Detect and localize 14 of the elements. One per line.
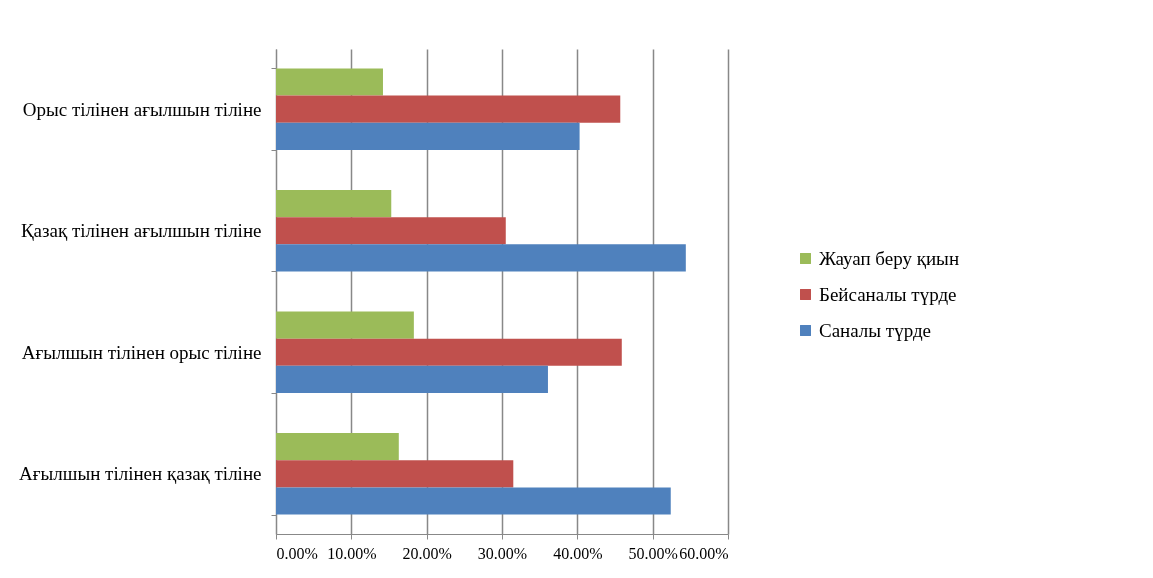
x-tick-label: 30.00% bbox=[477, 544, 528, 562]
y-tick-label: Орыс тілінен ағылшын тіліне bbox=[22, 98, 262, 120]
x-tick-label: 60.00% bbox=[679, 544, 729, 562]
x-tick-label: 20.00% bbox=[402, 544, 452, 562]
y-tick-label: Қазақ тілінен ағылшын тіліне bbox=[20, 220, 262, 242]
y-tick-label: Ағылшын тілінен қазақ тіліне bbox=[19, 463, 262, 485]
y-tick-label: Ағылшын тілінен орыс тіліне bbox=[21, 341, 262, 363]
legend-label: Жауап беру қиын bbox=[819, 247, 960, 269]
x-tick-label: 10.00% bbox=[327, 544, 377, 562]
x-tick-label: 40.00% bbox=[553, 544, 603, 562]
legend-label: Бейсаналы түрде bbox=[819, 283, 957, 305]
x-tick-label: 0.00% bbox=[276, 544, 318, 562]
legend-label: Саналы түрде bbox=[819, 319, 932, 341]
x-tick-label: 50.00% bbox=[628, 544, 678, 562]
